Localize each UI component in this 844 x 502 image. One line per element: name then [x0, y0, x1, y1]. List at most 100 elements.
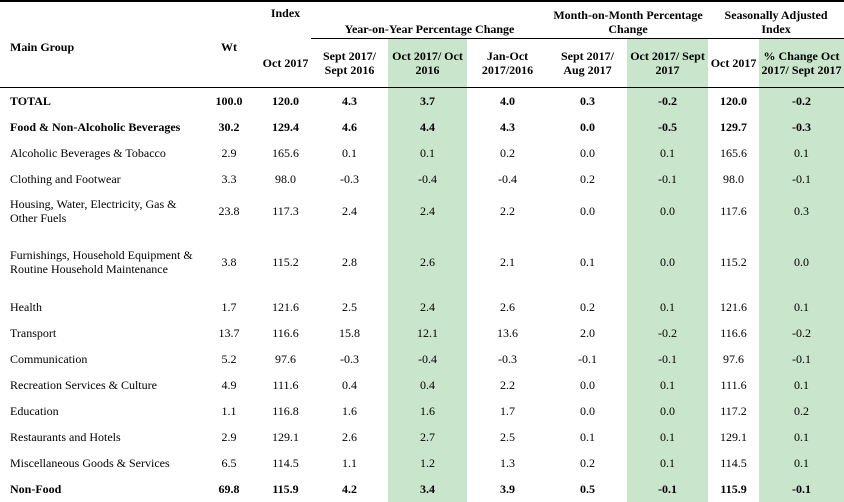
value-cell: 2.2: [467, 372, 548, 398]
col-header: Oct 2017: [708, 39, 759, 88]
value-cell: 0.0: [627, 192, 708, 230]
weight-cell: 100.0: [198, 88, 260, 115]
value-cell: -0.1: [759, 476, 844, 502]
row-label: Education: [0, 398, 198, 424]
header-row-1: Main Group Wt Index Year-on-Year Percent…: [0, 1, 844, 39]
value-cell: -0.1: [627, 476, 708, 502]
value-cell: 12.1: [388, 320, 467, 346]
value-cell: 117.6: [708, 192, 759, 230]
value-cell: 0.0: [548, 140, 627, 166]
value-cell: 2.8: [311, 230, 388, 294]
value-cell: 0.3: [759, 192, 844, 230]
value-cell: 0.2: [759, 398, 844, 424]
row-label: TOTAL: [0, 88, 198, 115]
row-label: Non-Food: [0, 476, 198, 502]
value-cell: 0.1: [627, 424, 708, 450]
value-cell: 121.6: [708, 294, 759, 320]
row-label: Restaurants and Hotels: [0, 424, 198, 450]
col-header: Jan-Oct 2017/2016: [467, 39, 548, 88]
col-header: Sept 2017/ Sept 2016: [311, 39, 388, 88]
value-cell: 2.5: [311, 294, 388, 320]
value-cell: 98.0: [260, 166, 311, 192]
value-cell: 13.6: [467, 320, 548, 346]
table-row: Housing, Water, Electricity, Gas & Other…: [0, 192, 844, 230]
value-cell: 129.1: [708, 424, 759, 450]
value-cell: 0.0: [759, 230, 844, 294]
value-cell: -0.2: [627, 88, 708, 115]
main-group-header: Main Group: [0, 1, 198, 88]
value-cell: 1.6: [311, 398, 388, 424]
value-cell: 2.2: [467, 192, 548, 230]
value-cell: 117.2: [708, 398, 759, 424]
row-label: Food & Non-Alcoholic Beverages: [0, 114, 198, 140]
value-cell: 129.7: [708, 114, 759, 140]
weight-cell: 13.7: [198, 320, 260, 346]
value-cell: 129.4: [260, 114, 311, 140]
value-cell: 114.5: [708, 450, 759, 476]
weight-cell: 6.5: [198, 450, 260, 476]
value-cell: 115.9: [708, 476, 759, 502]
weight-cell: 69.8: [198, 476, 260, 502]
col-header: % Change Oct 2017/ Sept 2017: [759, 39, 844, 88]
value-cell: 4.0: [467, 88, 548, 115]
value-cell: 121.6: [260, 294, 311, 320]
col-header: Sept 2017/ Aug 2017: [548, 39, 627, 88]
value-cell: 111.6: [708, 372, 759, 398]
value-cell: -0.1: [627, 166, 708, 192]
weight-cell: 1.7: [198, 294, 260, 320]
row-label: Communication: [0, 346, 198, 372]
value-cell: 0.0: [548, 114, 627, 140]
value-cell: 2.4: [388, 294, 467, 320]
value-cell: 4.6: [311, 114, 388, 140]
col-header: Oct 2017: [260, 39, 311, 88]
value-cell: 97.6: [708, 346, 759, 372]
sa-group-header: Seasonally Adjusted Index: [708, 1, 844, 39]
value-cell: 115.9: [260, 476, 311, 502]
value-cell: 0.1: [759, 372, 844, 398]
value-cell: -0.3: [311, 346, 388, 372]
value-cell: 0.0: [548, 398, 627, 424]
weight-cell: 4.9: [198, 372, 260, 398]
value-cell: 3.7: [388, 88, 467, 115]
col-header: Oct 2017/ Oct 2016: [388, 39, 467, 88]
value-cell: -0.1: [759, 166, 844, 192]
value-cell: 4.3: [467, 114, 548, 140]
weight-cell: 2.9: [198, 140, 260, 166]
value-cell: 0.1: [388, 140, 467, 166]
value-cell: 2.6: [311, 424, 388, 450]
value-cell: 0.5: [548, 476, 627, 502]
weight-cell: 1.1: [198, 398, 260, 424]
value-cell: 2.1: [467, 230, 548, 294]
index-group-header: Index: [260, 1, 311, 39]
value-cell: 0.1: [759, 424, 844, 450]
weight-cell: 3.3: [198, 166, 260, 192]
yoy-group-header: Year-on-Year Percentage Change: [311, 1, 548, 39]
value-cell: 0.0: [627, 398, 708, 424]
row-label: Miscellaneous Goods & Services: [0, 450, 198, 476]
value-cell: 165.6: [260, 140, 311, 166]
value-cell: 165.6: [708, 140, 759, 166]
value-cell: 0.4: [311, 372, 388, 398]
value-cell: 97.6: [260, 346, 311, 372]
value-cell: 4.2: [311, 476, 388, 502]
value-cell: -0.2: [759, 320, 844, 346]
value-cell: -0.4: [388, 346, 467, 372]
value-cell: 1.7: [467, 398, 548, 424]
row-label: Furnishings, Household Equipment & Routi…: [0, 230, 198, 294]
value-cell: 1.1: [311, 450, 388, 476]
value-cell: 0.1: [548, 424, 627, 450]
value-cell: 111.6: [260, 372, 311, 398]
value-cell: 0.1: [627, 372, 708, 398]
weight-cell: 23.8: [198, 192, 260, 230]
value-cell: -0.3: [467, 346, 548, 372]
value-cell: 4.3: [311, 88, 388, 115]
value-cell: 129.1: [260, 424, 311, 450]
value-cell: 115.2: [708, 230, 759, 294]
row-label: Health: [0, 294, 198, 320]
value-cell: 15.8: [311, 320, 388, 346]
